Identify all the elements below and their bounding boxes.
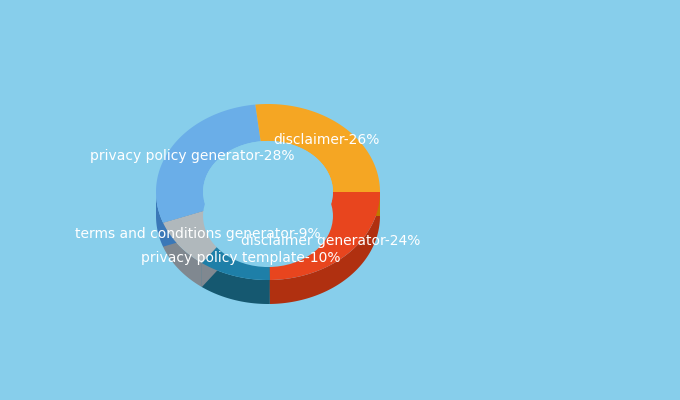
Polygon shape (202, 233, 230, 287)
Polygon shape (269, 243, 270, 304)
Text: privacy policy generator-28%: privacy policy generator-28% (90, 149, 295, 163)
Polygon shape (255, 104, 380, 192)
Polygon shape (269, 192, 380, 280)
Polygon shape (202, 263, 270, 304)
Polygon shape (269, 243, 270, 304)
Ellipse shape (203, 165, 333, 267)
Polygon shape (333, 192, 380, 216)
Polygon shape (163, 210, 207, 247)
Polygon shape (202, 233, 270, 280)
Polygon shape (202, 233, 230, 287)
Polygon shape (163, 210, 230, 263)
Polygon shape (207, 210, 230, 257)
Polygon shape (163, 210, 207, 247)
Text: terms and conditions generator-9%: terms and conditions generator-9% (75, 227, 320, 241)
Text: disclaimer generator-24%: disclaimer generator-24% (241, 234, 421, 248)
Polygon shape (230, 233, 269, 267)
Polygon shape (163, 223, 202, 287)
Polygon shape (156, 104, 260, 223)
Polygon shape (333, 192, 380, 216)
Polygon shape (203, 192, 207, 234)
Polygon shape (270, 193, 380, 304)
Ellipse shape (203, 141, 333, 243)
Polygon shape (156, 193, 163, 247)
Text: privacy policy template-10%: privacy policy template-10% (141, 251, 341, 265)
Polygon shape (269, 193, 333, 267)
Text: disclaimer-26%: disclaimer-26% (274, 133, 380, 147)
